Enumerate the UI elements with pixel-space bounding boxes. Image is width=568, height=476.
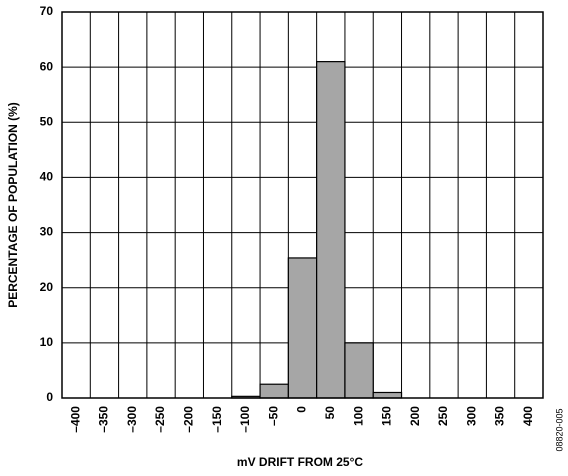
y-tick-label: 0 xyxy=(46,390,53,404)
x-tick-label: 150 xyxy=(380,406,394,426)
x-tick-label: –50 xyxy=(266,406,280,426)
y-tick-label: 20 xyxy=(40,280,54,294)
y-tick-label: 60 xyxy=(40,59,54,73)
x-tick-label: 50 xyxy=(323,406,337,420)
figure-code: 08820-005 xyxy=(554,408,564,451)
x-tick-label: 400 xyxy=(521,406,535,426)
x-tick-label: 0 xyxy=(295,406,309,413)
x-tick-label: 350 xyxy=(493,406,507,426)
x-tick-label: 100 xyxy=(351,406,365,426)
bar xyxy=(344,342,374,399)
bar xyxy=(287,257,318,399)
x-tick-label: 250 xyxy=(436,406,450,426)
y-tick-label: 30 xyxy=(40,225,54,239)
bar xyxy=(372,391,403,399)
bar xyxy=(259,383,289,399)
x-tick-label: –350 xyxy=(97,406,111,433)
x-tick-label: –100 xyxy=(238,406,252,433)
x-tick-label: –400 xyxy=(68,406,82,433)
x-tick-label: –300 xyxy=(125,406,139,433)
y-tick-label: 40 xyxy=(40,170,54,184)
bar xyxy=(316,61,346,399)
x-axis-label: mV DRIFT FROM 25°C xyxy=(237,455,363,469)
y-axis-label: PERCENTAGE OF POPULATION (%) xyxy=(6,102,20,308)
x-tick-label: 300 xyxy=(464,406,478,426)
x-tick-label: 200 xyxy=(408,406,422,426)
y-tick-label: 10 xyxy=(40,335,54,349)
y-tick-label: 50 xyxy=(40,114,54,128)
x-tick-label: –250 xyxy=(153,406,167,433)
x-tick-label: –150 xyxy=(210,406,224,433)
x-tick-label: –200 xyxy=(181,406,195,433)
y-tick-label: 70 xyxy=(40,4,54,18)
plot-border xyxy=(61,11,544,399)
